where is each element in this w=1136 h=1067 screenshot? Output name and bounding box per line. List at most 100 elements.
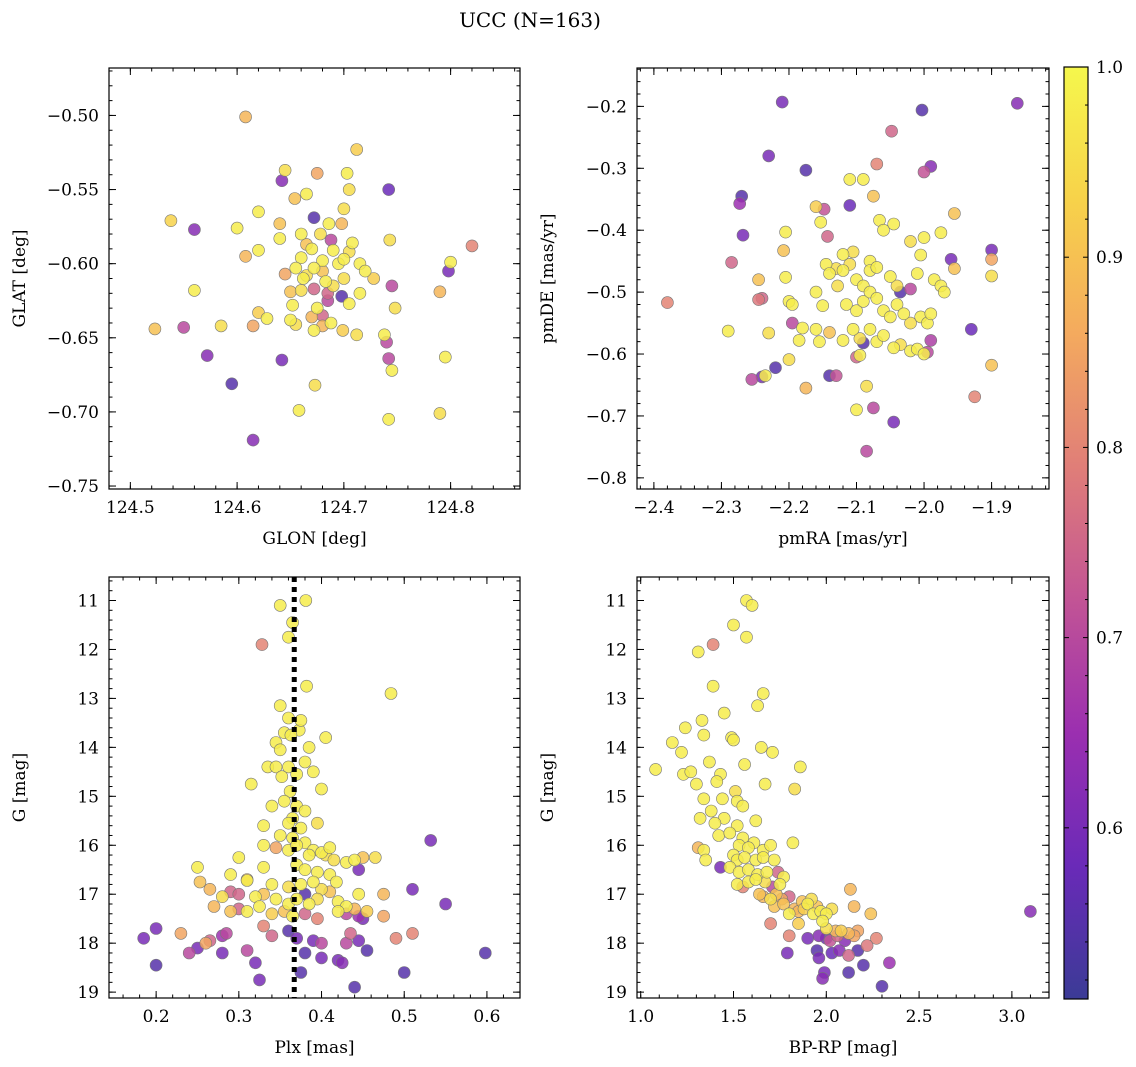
scatter-point (465, 239, 479, 253)
scatter-point (883, 956, 896, 970)
scatter-point (249, 956, 262, 970)
scatter-point (406, 882, 419, 896)
scatter-point (924, 334, 938, 347)
scatter-point (897, 307, 911, 321)
scatter-point (915, 103, 929, 117)
scatter-point (315, 782, 328, 796)
scatter-point (265, 799, 279, 813)
scatter-point (777, 244, 790, 257)
scatter-point (331, 905, 345, 918)
scatter-point (207, 900, 221, 913)
colorbar-tick-label: 1.0 (1096, 58, 1123, 78)
scatter-point (834, 924, 848, 938)
scatter-point (675, 745, 688, 759)
scatter-point (200, 349, 214, 362)
scatter-point (335, 217, 349, 230)
scatter-point (319, 731, 333, 744)
scatter-point (782, 907, 796, 921)
scatter-point (177, 321, 190, 334)
scatter-point (870, 261, 884, 274)
scatter-point (385, 364, 399, 377)
scatter-point (286, 298, 299, 312)
y-tick-label: 19 (77, 983, 99, 1003)
scatter-point (307, 324, 321, 337)
scatter-point (754, 741, 768, 754)
scatter-point (224, 905, 237, 918)
scatter-point (277, 794, 291, 808)
scatter-point (887, 341, 901, 355)
scatter-point (348, 980, 361, 994)
y-tick-label: 14 (77, 738, 99, 758)
y-tick-label: −0.70 (47, 403, 99, 423)
scatter-point (738, 758, 751, 771)
scatter-point (352, 887, 366, 901)
scatter-point (690, 777, 703, 791)
colorbar-tick-label: 0.8 (1096, 438, 1123, 458)
scatter-point (917, 231, 931, 244)
scatter-point (847, 900, 861, 913)
scatter-point (721, 324, 735, 338)
scatter-point (703, 755, 716, 769)
scatter-point (717, 706, 731, 720)
scatter-point (831, 279, 844, 293)
scatter-point (753, 887, 766, 901)
scatter-point (315, 951, 328, 965)
scatter-point (914, 248, 928, 262)
scatter-point (252, 205, 265, 219)
scatter-point (867, 189, 880, 203)
scatter-point (788, 782, 802, 796)
y-tick-label: −0.5 (586, 283, 627, 303)
y-tick-label: −0.50 (47, 106, 99, 126)
scatter-point (867, 401, 880, 415)
scatter-point (875, 979, 889, 993)
y-tick-label: −0.8 (586, 469, 627, 489)
scatter-point (758, 777, 772, 791)
scatter-point (985, 269, 998, 283)
scatter-point (730, 878, 744, 891)
panel-bprp-g: 1.0 1.5 2.0 2.5 3.0 11 12 13 14 15 16 17 18 19 BP-RP [… (538, 576, 1050, 1058)
scatter-point (785, 316, 799, 330)
scatter-point (294, 227, 308, 241)
scatter-point (864, 907, 878, 921)
y-tick-label: 15 (605, 787, 627, 807)
scatter-point (814, 215, 828, 229)
scatter-point (853, 348, 867, 362)
y-tick-label: 13 (605, 689, 627, 709)
scatter-point (785, 298, 799, 311)
scatter-point (278, 267, 292, 281)
scatter-point (1024, 905, 1037, 918)
scatter-point (388, 301, 402, 315)
scatter-point (294, 251, 308, 265)
scatter-point (842, 949, 855, 962)
scatter-point (149, 958, 163, 972)
scatter-point (324, 233, 338, 247)
scatter-point (382, 412, 396, 426)
scatter-point (246, 433, 260, 447)
scatter-point (917, 165, 931, 179)
x-tick-label: 124.5 (106, 498, 155, 518)
scatter-point (478, 946, 492, 960)
scatter-point (764, 917, 777, 930)
panel-plx-g: 0.2 0.3 0.4 0.5 0.6 11 12 13 14 15 16 17 18 19 Plx [ma… (10, 576, 521, 1058)
y-tick-label: −0.2 (586, 97, 627, 117)
scatter-point (298, 755, 312, 769)
scatter-point (182, 946, 196, 960)
scatter-point (305, 242, 319, 256)
x-tick-label: 0.2 (143, 1007, 170, 1027)
scatter-point (308, 378, 322, 392)
scatter-point (336, 324, 350, 337)
scatter-point (346, 236, 359, 250)
scatter-point (793, 760, 807, 774)
scatter-point (904, 282, 917, 296)
scatter-point (377, 887, 390, 901)
x-tick-label: 2.0 (813, 1007, 840, 1027)
scatter-point (239, 249, 252, 263)
scatter-point (708, 816, 722, 830)
y-tick-label: 13 (77, 689, 99, 709)
scatter-point (758, 369, 772, 383)
scatter-point (298, 946, 312, 960)
y-tick-label: −0.4 (586, 221, 627, 241)
scatter-point (727, 618, 740, 632)
scatter-point (311, 912, 324, 926)
scatter-point (358, 264, 372, 278)
